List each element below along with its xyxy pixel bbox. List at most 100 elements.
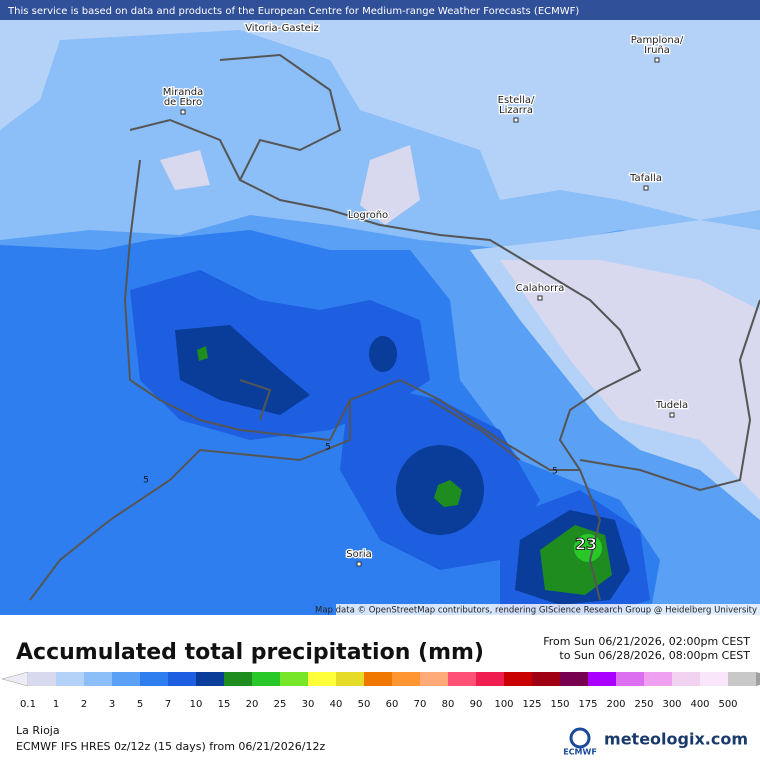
scale-label: 3 — [109, 699, 115, 710]
scale-cell — [308, 672, 336, 686]
field-higher — [369, 336, 397, 372]
scale-label: 80 — [442, 699, 455, 710]
scale-cell — [140, 672, 168, 686]
scale-cell — [588, 672, 616, 686]
field-green — [197, 346, 208, 361]
scale-cell — [532, 672, 560, 686]
scale-cell — [476, 672, 504, 686]
scale-label: 1 — [53, 699, 59, 710]
city-label: Soria — [346, 549, 371, 560]
city-label: Miranda — [163, 87, 203, 98]
contour-label: 5 — [325, 443, 331, 453]
scale-cell — [252, 672, 280, 686]
scale-label: 50 — [358, 699, 371, 710]
field-higher — [175, 325, 310, 415]
contour-labels: 5 5 5 23 — [143, 443, 597, 554]
contour-label: 5 — [143, 476, 149, 486]
scale-cell — [728, 672, 756, 686]
scale-label: 70 — [414, 699, 427, 710]
scale-arrow — [756, 672, 760, 686]
banner — [0, 0, 760, 20]
scale-cell — [644, 672, 672, 686]
scale-cell — [448, 672, 476, 686]
city-label: Logroño — [348, 210, 388, 221]
period-from: From Sun 06/21/2026, 02:00pm CEST — [543, 635, 750, 648]
scale-label: 30 — [302, 699, 315, 710]
scale-cell — [280, 672, 308, 686]
scale-cell — [616, 672, 644, 686]
scale-label: 25 — [274, 699, 287, 710]
field-lowest — [360, 145, 420, 225]
scale-cell — [196, 672, 224, 686]
scale-label: 200 — [606, 699, 625, 710]
scale-label: 40 — [330, 699, 343, 710]
brand[interactable]: meteologix.com — [604, 730, 748, 749]
scale-cell — [672, 672, 700, 686]
city-label: Lizarra — [499, 105, 533, 116]
scale-label: 300 — [662, 699, 681, 710]
color-scale: 0.1 1 2 3 5 7 10 15 20 25 30 40 50 60 70 80 90 100 125 150 1… — [1, 671, 760, 710]
field-lighter — [0, 0, 760, 220]
attribution: Map data © OpenStreetMap contributors, r… — [315, 606, 757, 616]
banner-text: This service is based on data and produc… — [7, 6, 579, 17]
city-dot — [513, 117, 519, 123]
scale-label: 5 — [137, 699, 143, 710]
city-label: Pamplona/ — [631, 35, 684, 46]
scale-cell — [84, 672, 112, 686]
city-label: Estella/ — [498, 95, 535, 106]
scale-cell — [560, 672, 588, 686]
scale-label: 10 — [190, 699, 203, 710]
city-label: Tafalla — [629, 173, 662, 184]
scale-label: 100 — [494, 699, 513, 710]
city-dot — [643, 185, 649, 191]
city-label: Calahorra — [516, 283, 565, 294]
scale-cell — [224, 672, 252, 686]
field-lowest — [160, 150, 210, 190]
scale-cell — [168, 672, 196, 686]
scale-label: 2 — [81, 699, 87, 710]
scale-cell — [504, 672, 532, 686]
city-dot — [537, 295, 543, 301]
scale-label: 400 — [690, 699, 709, 710]
city-dot — [180, 109, 186, 115]
scale-label: 150 — [550, 699, 569, 710]
legend-title: Accumulated total precipitation (mm) — [16, 640, 484, 665]
scale-cell — [112, 672, 140, 686]
city-label: Vitoria-Gasteiz — [245, 23, 319, 34]
period-to: to Sun 06/28/2026, 08:00pm CEST — [559, 649, 750, 662]
city-label: de Ebro — [164, 97, 202, 108]
city-dot — [356, 561, 362, 567]
city-dot — [654, 57, 660, 63]
contour-label: 23 — [575, 535, 597, 554]
city-dot — [669, 412, 675, 418]
scale-cell — [336, 672, 364, 686]
scale-cell — [56, 672, 84, 686]
model-info: ECMWF IFS HRES 0z/12z (15 days) from 06/… — [16, 740, 326, 753]
field-green — [434, 480, 462, 507]
field-mid — [0, 270, 40, 350]
map: This service is based on data and produc… — [0, 0, 760, 616]
field-lowest — [500, 260, 760, 500]
scale-label: 125 — [522, 699, 541, 710]
ecmwf-logo — [569, 727, 591, 749]
scale-label: 0.1 — [20, 699, 36, 710]
scale-arrow — [1, 671, 29, 687]
scale-cell — [700, 672, 728, 686]
scale-cell — [364, 672, 392, 686]
scale-label: 15 — [218, 699, 231, 710]
scale-cell — [420, 672, 448, 686]
scale-cell — [392, 672, 420, 686]
scale-label: 20 — [246, 699, 259, 710]
scale-label: 60 — [386, 699, 399, 710]
scale-label: 175 — [578, 699, 597, 710]
ecmwf-label: ECMWF — [563, 748, 597, 757]
contour-label: 5 — [552, 467, 558, 477]
scale-label: 500 — [718, 699, 737, 710]
scale-cell — [28, 672, 56, 686]
scale-label: 250 — [634, 699, 653, 710]
scale-label: 7 — [165, 699, 171, 710]
city-label: Iruña — [644, 45, 670, 56]
